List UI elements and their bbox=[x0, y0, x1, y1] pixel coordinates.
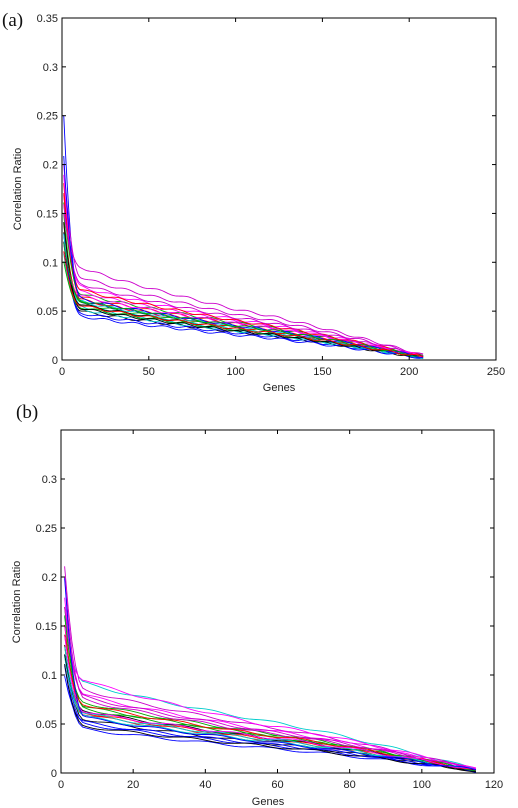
panel-a-series-line-21 bbox=[63, 242, 424, 358]
panel-b-ylabel: Correlation Ratio bbox=[11, 561, 23, 644]
panel-a-series-line-12 bbox=[63, 213, 424, 355]
panel-b-series-line-22 bbox=[64, 578, 477, 771]
panel-b-ytick-label-0: 0 bbox=[51, 768, 57, 780]
panel-a-ytick-label-6: 0.3 bbox=[43, 62, 58, 74]
panel-a-ytick-label-4: 0.2 bbox=[43, 160, 58, 172]
panel-a-xtick-label-0: 0 bbox=[59, 366, 65, 378]
panel-b-ytick-label-4: 0.2 bbox=[42, 572, 57, 584]
panel-b-series-line-21 bbox=[64, 635, 477, 770]
panel-a-y-axis: 0 0.05 0.1 0.15 0.2 0.25 0.3 0.35 bbox=[37, 13, 496, 367]
panel-a-series-line-24 bbox=[63, 251, 424, 358]
panel-a-xtick-label-4: 200 bbox=[400, 366, 418, 378]
panel-a-label: (a) bbox=[2, 10, 23, 31]
panel-a-series-line-5 bbox=[63, 163, 424, 355]
panel-a-series-line-15 bbox=[63, 233, 424, 359]
panel-a-xtick-label-3: 150 bbox=[313, 366, 331, 378]
panel-a-series-line-23 bbox=[63, 242, 424, 357]
panel-a-series-line-17 bbox=[63, 193, 424, 358]
panel-a-xtick-label-1: 50 bbox=[143, 366, 155, 378]
panel-a-series-line-8 bbox=[63, 243, 424, 359]
panel-a-series-group bbox=[63, 115, 424, 360]
panel-a-xtick-label-5: 250 bbox=[487, 366, 505, 378]
panel-b-xtick-label-3: 60 bbox=[271, 779, 283, 791]
panel-a: (a) 0 50 100 150 200 250 00.050.10.150.20.250… bbox=[2, 10, 505, 394]
panel-b-ytick-label-3: 0.15 bbox=[36, 621, 57, 633]
panel-b-series-line-14 bbox=[64, 626, 477, 769]
panel-b-x-axis: 0 20 40 60 80 100 120 bbox=[58, 430, 503, 791]
panel-a-series-line-19 bbox=[63, 204, 424, 356]
panel-b-series-line-12 bbox=[64, 576, 477, 771]
panel-a-ytick-label-1: 0.05 bbox=[37, 306, 58, 318]
panel-a-ytick-label-7: 0.35 bbox=[37, 13, 58, 25]
panel-b-label: (b) bbox=[16, 402, 38, 423]
panel-b-series-line-3 bbox=[64, 607, 477, 770]
panel-a-ytick-label-2: 0.1 bbox=[43, 257, 58, 269]
panel-b-xtick-label-2: 40 bbox=[199, 779, 211, 791]
panel-b-xtick-label-1: 20 bbox=[127, 779, 139, 791]
panel-a-ytick-label-5: 0.25 bbox=[37, 111, 58, 123]
panel-b-ytick-label-2: 0.1 bbox=[42, 670, 57, 682]
panel-a-ytick-label-3: 0.15 bbox=[37, 208, 58, 220]
panel-b-series-group bbox=[64, 566, 477, 773]
panel-b-series-line-20 bbox=[64, 664, 476, 773]
panel-b-y-axis: 0 0.05 0.1 0.15 0.2 0.25 0.3 bbox=[36, 474, 494, 780]
panel-b-xtick-label-5: 100 bbox=[413, 779, 431, 791]
panel-a-x-axis: 0 50 100 150 200 250 bbox=[59, 18, 505, 378]
panel-a-xlabel: Genes bbox=[263, 382, 296, 394]
panel-b-xtick-label-6: 120 bbox=[485, 779, 503, 791]
panel-a-xtick-label-2: 100 bbox=[226, 366, 244, 378]
panel-b-xlabel: Genes bbox=[252, 796, 285, 808]
panel-b-ytick-label-1: 0.05 bbox=[36, 719, 57, 731]
panel-b-series-line-15 bbox=[64, 675, 477, 772]
panel-b-ytick-label-5: 0.25 bbox=[36, 523, 57, 535]
panel-b-xtick-label-4: 80 bbox=[344, 779, 356, 791]
panel-b: (b) 0 20 40 60 80 100 120 00.050.10.150.20.250… bbox=[11, 402, 503, 808]
panel-a-ylabel: Correlation Ratio bbox=[12, 148, 24, 231]
panel-b-ytick-label-6: 0.3 bbox=[42, 474, 57, 486]
panel-a-ytick-label-0: 0 bbox=[52, 355, 58, 367]
panel-b-series-line-19 bbox=[64, 606, 477, 771]
panel-b-xtick-label-0: 0 bbox=[58, 779, 64, 791]
panel-a-series-line-11 bbox=[63, 253, 424, 359]
